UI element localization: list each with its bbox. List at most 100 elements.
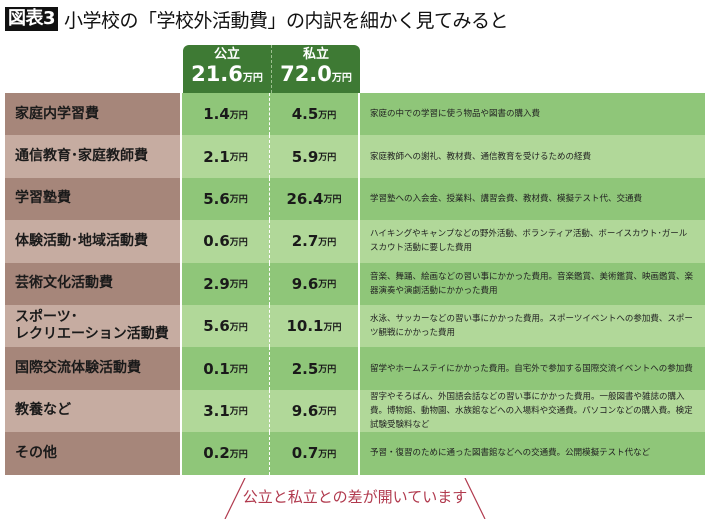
private-value: 4.5 万円 — [269, 93, 358, 136]
description: 学習塾への入会金、授業料、講習会費、教材費、模擬テスト代、交通費 — [358, 177, 705, 221]
unit-label: 万円 — [318, 110, 337, 121]
description-text: 学習塾への入会金、授業料、講習会費、教材費、模擬テスト代、交通費 — [370, 193, 643, 204]
public-value: 2.9 万円 — [180, 262, 269, 305]
unit-label: 万円 — [323, 195, 342, 206]
category-label: 学習塾費 — [5, 177, 180, 221]
description-text: 水泳、サッカーなどの習い事にかかった費用。スポーツイベントへの参加費、スポーツ観… — [370, 314, 693, 339]
private-value: 2.5 万円 — [269, 347, 358, 390]
figure-title-text: 小学校の「学校外活動費」の内訳を細かく見てみると — [64, 9, 509, 32]
public-amount: 2.1 — [203, 147, 230, 166]
header-private-name: 私立 — [302, 47, 329, 62]
unit-label: 万円 — [318, 153, 337, 164]
private-amount: 10.1 — [286, 317, 324, 336]
private-amount: 2.5 — [291, 359, 319, 378]
description-text: 音楽、舞踊、絵画などの習い事にかかった費用。音楽鑑賞、美術鑑賞、映画鑑賞、楽器演… — [370, 271, 694, 296]
unit-label: 万円 — [318, 407, 337, 418]
description: 家庭の中での学習に使う物品や図書の購入費 — [358, 93, 705, 136]
category-label: 教養など — [5, 389, 180, 433]
private-value: 9.6 万円 — [269, 389, 358, 433]
category-label-text: 国際交流体験活動費 — [15, 360, 141, 377]
private-amount: 5.9 — [291, 147, 319, 166]
figure-title: 図表3 小学校の「学校外活動費」の内訳を細かく見てみると — [5, 6, 509, 32]
category-label-text: 通信教育･家庭教師費 — [15, 148, 148, 165]
header-public-name: 公立 — [213, 47, 240, 62]
header-public: 公立 21.6万円 — [183, 45, 271, 93]
description: 留学やホームステイにかかった費用。自宅外で参加する国際交流イベントへの参加費 — [358, 347, 705, 390]
unit-label: 万円 — [318, 449, 337, 460]
unit-label: 万円 — [323, 322, 342, 333]
public-value: 1.4 万円 — [180, 93, 269, 136]
description-text: 家庭教師への謝礼、教材費、通信教育を受けるための経費 — [370, 151, 592, 162]
description: ハイキングやキャンプなどの野外活動、ボランティア活動、ボーイスカウト･ガールスカ… — [358, 220, 705, 263]
table-row: スポーツ･ レクリエーション活動費 5.6 万円 10.1 万円 水泳、サッカーなどの習い… — [5, 304, 705, 348]
description-text: 習字やそろばん、外国語会話などの習い事にかかった費用。一般図書や雑誌の購入費。博… — [370, 391, 693, 430]
private-amount: 9.6 — [291, 274, 319, 293]
annotation: 公立と私立との差が開いています — [220, 478, 490, 519]
description: 習字やそろばん、外国語会話などの習い事にかかった費用。一般図書や雑誌の購入費。博… — [358, 389, 705, 433]
unit-label: 万円 — [242, 73, 263, 84]
private-amount: 0.7 — [291, 444, 319, 463]
private-value: 10.1 万円 — [269, 304, 358, 348]
public-amount: 2.9 — [203, 274, 230, 293]
public-amount: 1.4 — [203, 105, 230, 124]
annotation-text: 公立と私立との差が開いています — [242, 488, 468, 506]
public-amount: 5.6 — [203, 317, 230, 336]
unit-label: 万円 — [229, 365, 248, 376]
private-amount: 2.7 — [291, 232, 319, 251]
unit-label: 万円 — [229, 237, 248, 248]
private-value: 2.7 万円 — [269, 220, 358, 263]
column-header: 公立 21.6万円 私立 72.0万円 — [183, 45, 360, 93]
header-private: 私立 72.0万円 — [271, 45, 360, 93]
category-label: 芸術文化活動費 — [5, 262, 180, 305]
table-row: 通信教育･家庭教師費 2.1 万円 5.9 万円 家庭教師への謝礼、教材費、通信教育を受け… — [5, 135, 705, 178]
public-amount: 0.6 — [203, 232, 230, 251]
public-value: 5.6 万円 — [180, 177, 269, 221]
unit-label: 万円 — [229, 407, 248, 418]
category-label-text: 教養など — [15, 402, 71, 419]
table-row: 学習塾費 5.6 万円 26.4 万円 学習塾への入会金、授業料、講習会費、教材費、模擬テ… — [5, 177, 705, 221]
private-amount: 4.5 — [291, 105, 319, 124]
unit-label: 万円 — [318, 237, 337, 248]
unit-label: 万円 — [229, 280, 248, 291]
public-value: 5.6 万円 — [180, 304, 269, 348]
private-value: 0.7 万円 — [269, 432, 358, 475]
table-row: 教養など 3.1 万円 9.6 万円 習字やそろばん、外国語会話などの習い事にかかった費用… — [5, 389, 705, 433]
unit-label: 万円 — [331, 73, 352, 84]
header-private-total: 72.0 — [280, 62, 332, 86]
table-row: 芸術文化活動費 2.9 万円 9.6 万円 音楽、舞踊、絵画などの習い事にかかった費用。音… — [5, 262, 705, 305]
public-amount: 0.2 — [203, 444, 230, 463]
category-label-text: 学習塾費 — [15, 190, 71, 207]
category-label: 国際交流体験活動費 — [5, 347, 180, 390]
category-label-text: スポーツ･ レクリエーション活動費 — [15, 309, 169, 343]
description: 音楽、舞踊、絵画などの習い事にかかった費用。音楽鑑賞、美術鑑賞、映画鑑賞、楽器演… — [358, 262, 705, 305]
public-amount: 3.1 — [203, 401, 230, 420]
public-value: 3.1 万円 — [180, 389, 269, 433]
public-value: 0.1 万円 — [180, 347, 269, 390]
unit-label: 万円 — [229, 195, 248, 206]
public-amount: 5.6 — [203, 189, 230, 208]
unit-label: 万円 — [229, 110, 248, 121]
category-label: スポーツ･ レクリエーション活動費 — [5, 304, 180, 348]
category-label: 家庭内学習費 — [5, 93, 180, 136]
header-public-total: 21.6 — [191, 62, 243, 86]
unit-label: 万円 — [229, 153, 248, 164]
private-value: 5.9 万円 — [269, 135, 358, 178]
private-value: 9.6 万円 — [269, 262, 358, 305]
category-label: その他 — [5, 432, 180, 475]
public-amount: 0.1 — [203, 359, 230, 378]
description: 家庭教師への謝礼、教材費、通信教育を受けるための経費 — [358, 135, 705, 178]
figure-badge: 図表3 — [5, 7, 59, 31]
category-label-text: 家庭内学習費 — [15, 105, 99, 122]
unit-label: 万円 — [229, 322, 248, 333]
category-label-text: 体験活動･地域活動費 — [15, 232, 148, 249]
category-label-text: 芸術文化活動費 — [15, 275, 113, 292]
public-value: 2.1 万円 — [180, 135, 269, 178]
category-label: 通信教育･家庭教師費 — [5, 135, 180, 178]
description-text: 留学やホームステイにかかった費用。自宅外で参加する国際交流イベントへの参加費 — [370, 363, 693, 374]
description: 予習・復習のために通った図書館などへの交通費。公開模擬テスト代など — [358, 432, 705, 475]
description: 水泳、サッカーなどの習い事にかかった費用。スポーツイベントへの参加費、スポーツ観… — [358, 304, 705, 348]
description-text: ハイキングやキャンプなどの野外活動、ボランティア活動、ボーイスカウト･ガールスカ… — [370, 229, 688, 254]
unit-label: 万円 — [318, 280, 337, 291]
public-value: 0.2 万円 — [180, 432, 269, 475]
private-amount: 9.6 — [291, 401, 319, 420]
